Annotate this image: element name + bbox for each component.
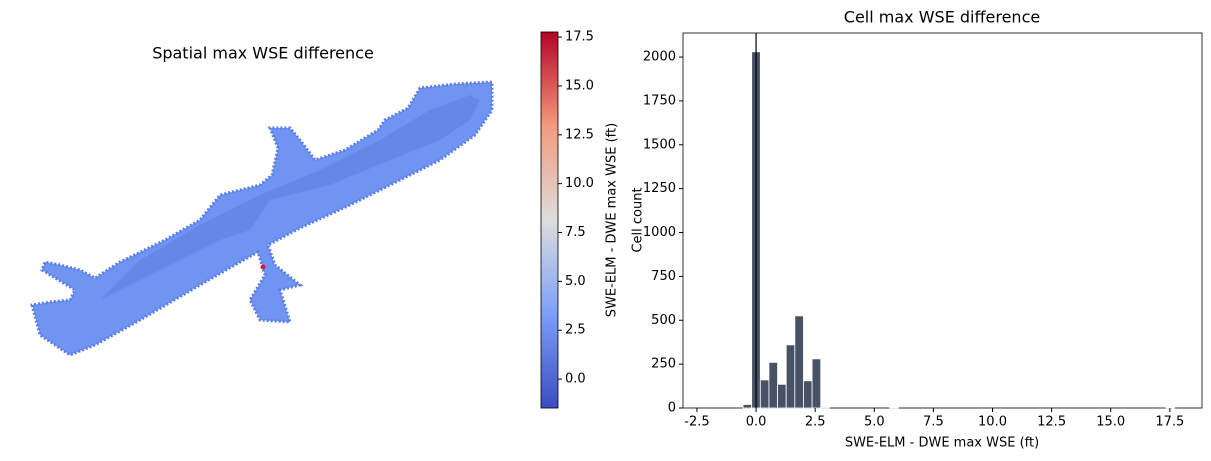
colorbar-tick-label: 7.5 [565, 225, 586, 240]
bar [785, 344, 796, 409]
bar [742, 404, 753, 409]
x-tick-label: 17.5 [1155, 415, 1184, 430]
bar [889, 407, 899, 409]
colorbar-label: SWE-ELM - DWE max WSE (ft) [605, 123, 620, 317]
colorbar-tick-label: 17.5 [565, 30, 594, 45]
colorbar-tick-label: 5.0 [565, 274, 586, 289]
colorbar-tick-label: 2.5 [565, 323, 586, 338]
y-tick-label: 2000 [643, 50, 676, 65]
plot-frame [682, 32, 1203, 409]
bar [777, 383, 787, 409]
map-title: Spatial max WSE difference [152, 44, 374, 63]
y-tick-label: 250 [651, 357, 676, 372]
x-axis-label: SWE-ELM - DWE max WSE (ft) [845, 436, 1039, 451]
bar [811, 358, 822, 409]
map-region-dark [100, 95, 480, 300]
bar [803, 380, 813, 409]
x-tick-label: 0.0 [746, 415, 767, 430]
river-map [30, 80, 494, 357]
bar [768, 361, 778, 409]
bar [820, 406, 830, 409]
x-tick-label: -2.5 [684, 415, 709, 430]
hist-title: Cell max WSE difference [844, 8, 1040, 27]
x-tick-label: 10.0 [978, 415, 1007, 430]
colorbar-tick-label: 0.0 [565, 372, 586, 387]
x-tick-label: 5.0 [864, 415, 885, 430]
colorbar [540, 31, 559, 409]
y-tick-label: 1000 [643, 225, 676, 240]
y-tick-label: 1750 [643, 93, 676, 108]
y-tick-label: 1250 [643, 181, 676, 196]
colorbar-tick-label: 10.0 [565, 176, 594, 191]
bar [759, 379, 770, 409]
colorbar-tick-label: 15.0 [565, 78, 594, 93]
x-tick-label: 12.5 [1037, 415, 1066, 430]
y-tick-label: 750 [651, 269, 676, 284]
x-tick-label: 15.0 [1096, 415, 1125, 430]
map-hotspot [260, 264, 266, 270]
y-axis-label: Cell count [631, 187, 646, 252]
bar [794, 315, 804, 409]
y-tick-label: 1500 [643, 137, 676, 152]
x-tick-label: 2.5 [805, 415, 826, 430]
y-tick-label: 500 [651, 313, 676, 328]
x-tick-label: 7.5 [923, 415, 944, 430]
colorbar-tick-label: 12.5 [565, 127, 594, 142]
y-tick-label: 0 [668, 401, 676, 416]
